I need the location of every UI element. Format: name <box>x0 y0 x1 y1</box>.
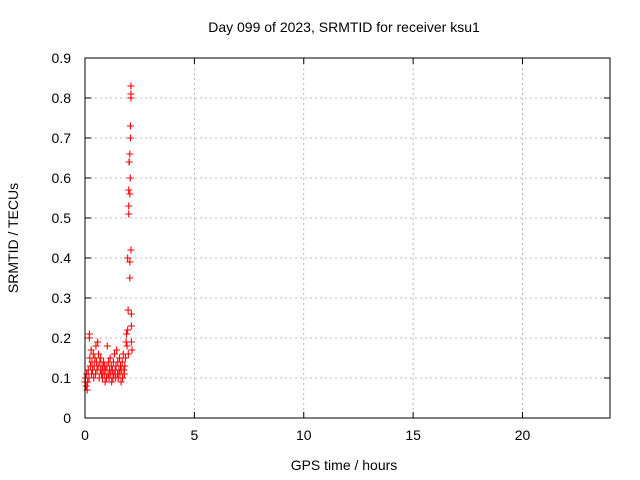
y-tick-label: 0.9 <box>52 50 72 66</box>
y-tick-label: 0.2 <box>52 330 72 346</box>
y-axis-label: SRMTID / TECUs <box>5 183 21 293</box>
data-point-marker <box>127 134 134 142</box>
data-point-marker <box>124 350 132 358</box>
data-point-marker <box>119 374 127 382</box>
y-tick-label: 0.3 <box>52 290 72 306</box>
x-axis-label: GPS time / hours <box>291 457 398 473</box>
plot-frame <box>84 57 611 419</box>
data-point-marker <box>127 338 135 346</box>
data-points <box>81 82 136 394</box>
y-tick-label: 0.8 <box>52 90 72 106</box>
data-point-marker <box>127 310 135 318</box>
data-point-marker <box>116 354 124 362</box>
data-point-marker <box>126 274 134 282</box>
x-tick-label: 10 <box>296 427 312 443</box>
data-point-marker <box>125 210 133 218</box>
data-point-marker <box>124 254 132 262</box>
data-point-marker <box>97 354 105 362</box>
data-point-marker <box>127 322 135 330</box>
data-point-marker <box>92 342 100 350</box>
data-point-marker <box>106 354 114 362</box>
data-point-marker <box>111 350 119 358</box>
data-point-marker <box>117 378 125 386</box>
data-point-marker <box>103 342 111 350</box>
y-tick-label: 0.4 <box>52 250 72 266</box>
data-point-marker <box>101 378 109 386</box>
data-point-marker <box>124 326 132 334</box>
data-point-marker <box>123 330 131 338</box>
data-point-marker <box>125 158 133 166</box>
data-point-marker <box>126 174 134 182</box>
data-point-marker <box>126 150 134 158</box>
data-point-marker <box>121 354 129 362</box>
data-point-marker <box>127 246 135 254</box>
data-point-marker <box>95 350 103 358</box>
x-tick-label: 0 <box>81 427 89 443</box>
data-point-marker <box>87 346 95 354</box>
grid-lines <box>85 58 610 418</box>
data-point-marker <box>126 258 134 266</box>
data-point-marker <box>124 306 132 314</box>
data-point-marker <box>91 354 99 362</box>
data-point-marker <box>82 382 90 390</box>
data-point-marker <box>127 90 135 98</box>
chart-title: Day 099 of 2023, SRMTID for receiver ksu… <box>208 19 480 35</box>
data-point-marker <box>92 370 99 378</box>
y-tick-label: 0.7 <box>52 130 72 146</box>
x-tick-label: 20 <box>515 427 531 443</box>
data-point-marker <box>121 362 129 370</box>
data-point-marker <box>108 378 116 386</box>
y-tick-label: 0.5 <box>52 210 72 226</box>
data-point-marker <box>125 186 133 194</box>
data-point-marker <box>128 346 136 354</box>
y-tick-label: 0 <box>63 410 71 426</box>
x-tick-label: 15 <box>405 427 421 443</box>
data-point-marker <box>85 334 93 342</box>
x-tick-label: 5 <box>190 427 198 443</box>
data-point-marker <box>126 190 134 198</box>
y-axis-tick-labels: 0 0.1 0.2 0.3 0.4 0.5 0.6 0.7 0.8 0.9 <box>52 50 72 426</box>
data-point-marker <box>127 82 135 90</box>
data-point-marker <box>123 342 131 350</box>
data-point-marker <box>113 346 121 354</box>
data-point-marker <box>94 338 102 346</box>
x-axis-tick-labels: 0 5 10 15 20 <box>81 427 530 443</box>
data-point-marker <box>125 202 133 210</box>
data-point-marker <box>118 358 126 366</box>
y-tick-label: 0.6 <box>52 170 72 186</box>
data-point-marker <box>120 370 128 378</box>
y-tick-label: 0.1 <box>52 370 72 386</box>
axis-ticks <box>84 57 610 419</box>
data-point-marker <box>127 122 134 130</box>
